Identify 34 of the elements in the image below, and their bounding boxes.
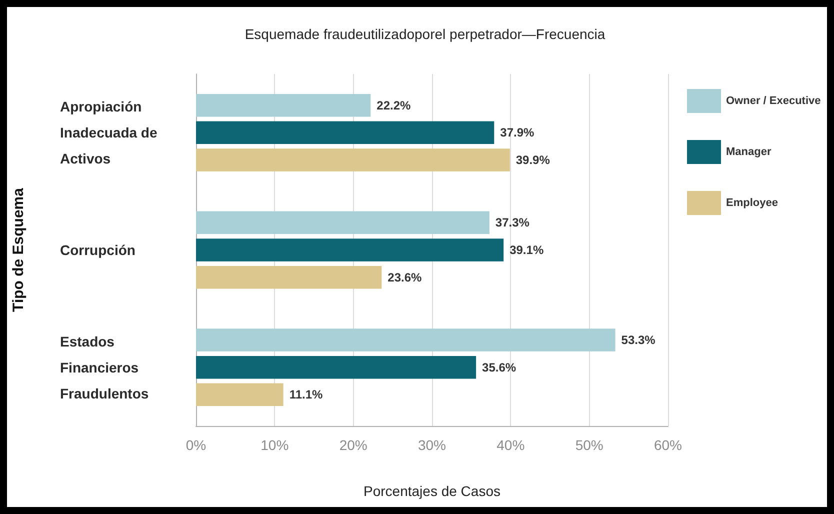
bar bbox=[196, 121, 494, 144]
y-tick-label: Estados Financieros Fraudulentos bbox=[60, 333, 149, 402]
x-tick-label: 60% bbox=[654, 437, 682, 453]
data-label: 11.1% bbox=[289, 388, 324, 402]
chart-title: Esquemade fraudeutilizadoporel perpetrador—Frecuencia bbox=[244, 26, 606, 42]
y-tick-label: Corrupción bbox=[60, 242, 136, 258]
data-label: 39.1% bbox=[510, 243, 544, 257]
bar bbox=[196, 211, 490, 234]
bar bbox=[196, 238, 504, 262]
x-tick-label: 40% bbox=[496, 437, 525, 453]
bar bbox=[196, 94, 371, 117]
x-tick-label: 20% bbox=[339, 437, 368, 453]
x-tick-label: 0% bbox=[186, 437, 206, 453]
data-label: 22.2% bbox=[376, 98, 411, 112]
y-axis-title: Tipo de Esquema bbox=[10, 187, 27, 312]
x-tick-label: 30% bbox=[418, 437, 446, 453]
data-label: 35.6% bbox=[482, 360, 516, 374]
data-label: 53.3% bbox=[621, 333, 656, 347]
bar bbox=[196, 383, 284, 406]
bar bbox=[196, 328, 616, 352]
data-label: 37.3% bbox=[495, 216, 530, 230]
bar bbox=[196, 266, 382, 289]
legend-label: Owner / Executive bbox=[726, 95, 821, 107]
data-label: 39.9% bbox=[516, 153, 550, 167]
data-label: 23.6% bbox=[388, 270, 422, 284]
x-axis-title: Porcentajes de Casos bbox=[364, 483, 500, 499]
bar bbox=[196, 148, 510, 172]
x-tick-label: 10% bbox=[260, 437, 289, 453]
y-tick-label: Apropiación Inadecuada de Activos bbox=[60, 98, 162, 167]
data-label: 37.9% bbox=[500, 126, 534, 140]
legend-label: Employee bbox=[726, 197, 778, 209]
legend-label: Manager bbox=[726, 146, 772, 158]
x-tick-label: 50% bbox=[575, 437, 604, 453]
bar bbox=[196, 356, 476, 379]
